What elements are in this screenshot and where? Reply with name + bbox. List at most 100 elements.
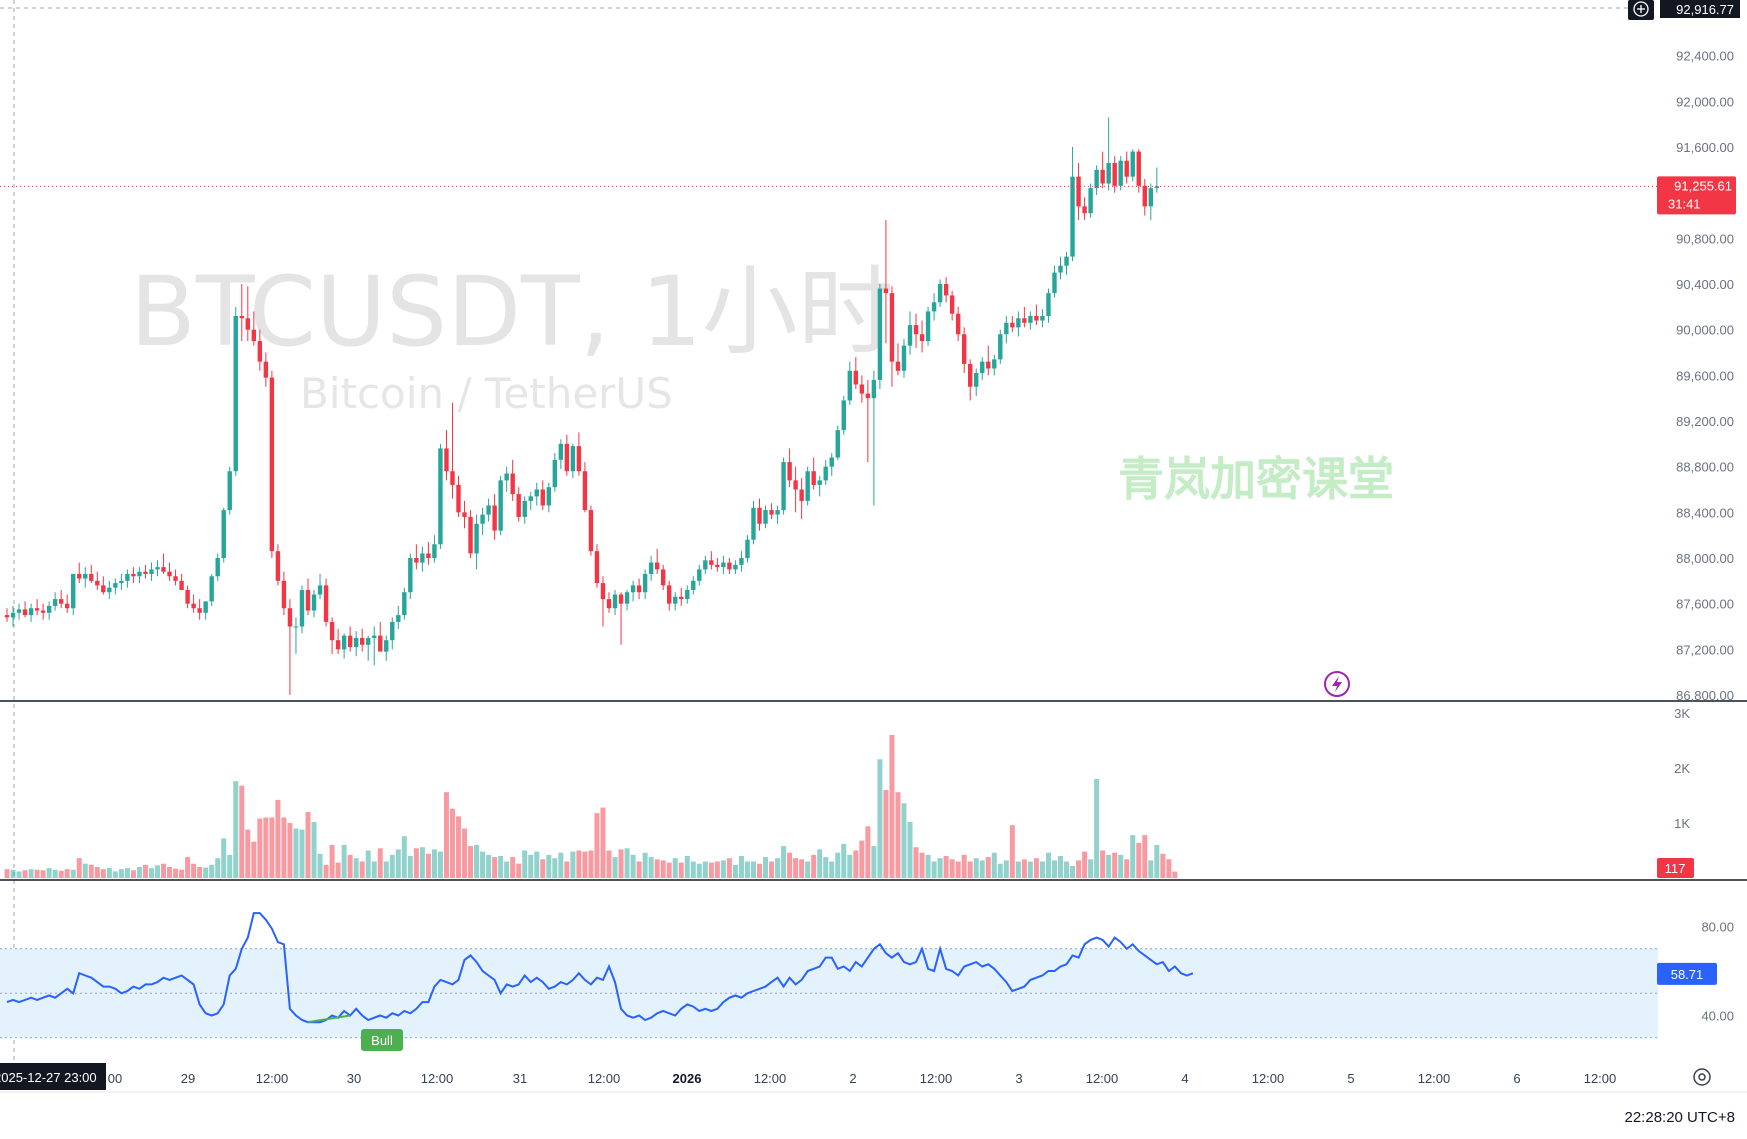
price-tick-label: 87,600.00: [1676, 597, 1734, 612]
volume-bar: [666, 862, 672, 878]
candle-body: [1112, 162, 1117, 186]
candle-body: [612, 594, 618, 609]
countdown-label: 31:41: [1668, 196, 1701, 211]
volume-bar: [931, 861, 937, 878]
volume-bar: [895, 792, 901, 878]
volume-bar: [100, 869, 106, 878]
volume-bar: [443, 792, 449, 878]
candle-body: [968, 363, 973, 387]
volume-bar: [600, 807, 606, 878]
price-tick-label: 92,400.00: [1676, 49, 1734, 64]
candle-body: [817, 480, 822, 485]
settings-icon[interactable]: [1693, 1068, 1711, 1086]
candle-body: [28, 608, 34, 616]
volume-bar: [877, 759, 883, 878]
volume-bar: [817, 849, 823, 878]
price-axis[interactable]: 92,400.00 92,000.00 91,600.00 90,800.00 90,4…: [1676, 49, 1734, 703]
volume-bar: [425, 853, 431, 878]
candle-body: [16, 609, 22, 613]
volume-bar: [179, 869, 185, 878]
volume-bar: [1039, 861, 1045, 878]
volume-bar: [678, 862, 684, 878]
volume-bar: [257, 818, 263, 878]
candle-body: [22, 609, 28, 616]
volume-tick-label: 3K: [1674, 706, 1690, 721]
time-tick-label: 12:00: [1252, 1071, 1285, 1086]
volume-bar: [720, 860, 726, 878]
candle-body: [504, 473, 509, 481]
candle-body: [71, 573, 76, 609]
candle-body: [901, 345, 907, 371]
candle-body: [522, 500, 527, 517]
candle-body: [534, 489, 539, 497]
candle-body: [1040, 315, 1045, 321]
volume-bar: [52, 869, 58, 878]
volume-bar: [492, 857, 498, 878]
candle-body: [1046, 293, 1051, 316]
volume-bar: [684, 856, 690, 878]
candle-body: [1070, 176, 1075, 257]
candle-body: [269, 377, 275, 552]
volume-bar: [341, 845, 347, 878]
volume-bar: [311, 821, 317, 878]
rsi-band: [0, 948, 1658, 1038]
volume-bar: [546, 854, 552, 878]
volume-bar: [305, 812, 311, 878]
candle-body: [323, 585, 329, 622]
rsi-tick-label: 40.00: [1701, 1009, 1734, 1024]
rsi-axis[interactable]: 80.00 40.00: [1701, 920, 1734, 1024]
volume-bar: [570, 851, 576, 878]
volume-bar: [781, 846, 787, 878]
candle-body: [925, 311, 931, 342]
candle-body: [980, 361, 985, 374]
volume-bar: [1021, 859, 1027, 878]
candle-body: [40, 610, 46, 613]
candle-body: [275, 551, 281, 581]
candle-body: [986, 361, 991, 369]
add-alert-button[interactable]: [1628, 0, 1654, 20]
volume-bar: [582, 851, 588, 878]
flash-icon[interactable]: [1324, 671, 1350, 697]
candle-body: [227, 471, 232, 511]
volume-bar: [829, 861, 835, 878]
volume-bar: [106, 868, 112, 878]
volume-bar: [407, 856, 413, 878]
volume-bar: [847, 854, 853, 878]
candle-body: [673, 596, 678, 604]
candle-body: [341, 635, 347, 650]
volume-axis[interactable]: 3K 2K 1K: [1674, 706, 1690, 831]
candle-body: [456, 484, 461, 513]
time-tick-label: 29: [181, 1071, 195, 1086]
time-tick-label: 2026: [673, 1071, 702, 1086]
volume-bar: [997, 863, 1003, 878]
candle-body: [709, 560, 714, 565]
volume-bar: [757, 863, 762, 878]
volume-bar: [136, 867, 142, 878]
candle-body: [594, 551, 600, 584]
time-axis[interactable]: 00 29 12:00 30 12:00 31 12:00 2026 12:00 2 12:00 3 1…: [108, 1071, 1617, 1086]
volume-bar: [925, 854, 931, 878]
time-tick-label: 12:00: [1584, 1071, 1617, 1086]
volume-bar: [769, 861, 775, 878]
candle-body: [943, 284, 949, 296]
volume-bar: [672, 858, 678, 878]
volume-bar: [281, 817, 287, 878]
candle-body: [77, 573, 82, 579]
current-price-badge: 91,255.61 31:41: [1657, 176, 1736, 215]
candle-body: [961, 334, 967, 364]
candle-body: [125, 573, 130, 581]
candle-body: [107, 587, 112, 593]
volume-bar: [287, 823, 293, 878]
candle-body: [1130, 151, 1135, 177]
volume-bar: [901, 803, 907, 878]
volume-bar: [4, 869, 10, 878]
volume-bar: [961, 854, 967, 878]
volume-bar: [173, 868, 179, 878]
volume-bar: [383, 861, 389, 878]
candle-body: [251, 329, 257, 342]
candle-body: [378, 635, 383, 652]
volume-bar: [750, 861, 756, 878]
volume-bar: [480, 851, 486, 878]
volume-bar: [636, 861, 642, 878]
